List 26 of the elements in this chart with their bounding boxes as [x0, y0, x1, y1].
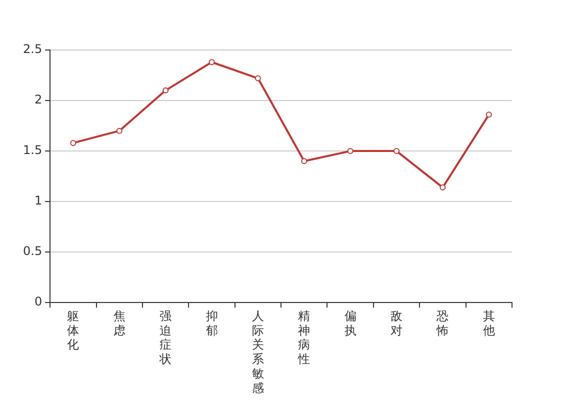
- y-tick-label: 2.5: [22, 42, 42, 56]
- x-tick-label: 恐怖: [436, 308, 449, 338]
- point: [486, 112, 492, 118]
- point: [208, 59, 215, 66]
- y-tick-label: 2: [34, 92, 42, 107]
- y-tick-label: 1.5: [22, 143, 42, 158]
- x-tick-label: 其他: [482, 308, 495, 338]
- x-tick-label: 人际关系敏感: [252, 308, 264, 395]
- y-tick-label: 0.5: [22, 244, 42, 258]
- y-tick-label: 1: [34, 194, 42, 208]
- point: [254, 75, 261, 82]
- x-tick-label: 抑郁: [206, 308, 218, 338]
- point: [394, 148, 400, 154]
- point: [70, 140, 76, 146]
- point: [301, 158, 308, 164]
- x-tick-label: 精神病性: [297, 308, 310, 366]
- point: [347, 148, 354, 154]
- point: [116, 128, 122, 134]
- x-tick-label: 焦虑: [113, 308, 126, 338]
- point: [440, 184, 446, 190]
- point: [162, 87, 169, 94]
- x-tick-label: 躯体化: [67, 308, 80, 352]
- y-tick-label: 0: [34, 294, 42, 309]
- x-tick-label: 敌对: [390, 308, 403, 338]
- x-tick-label: 强迫症状: [158, 308, 172, 366]
- x-tick-label: 偏执: [344, 308, 356, 338]
